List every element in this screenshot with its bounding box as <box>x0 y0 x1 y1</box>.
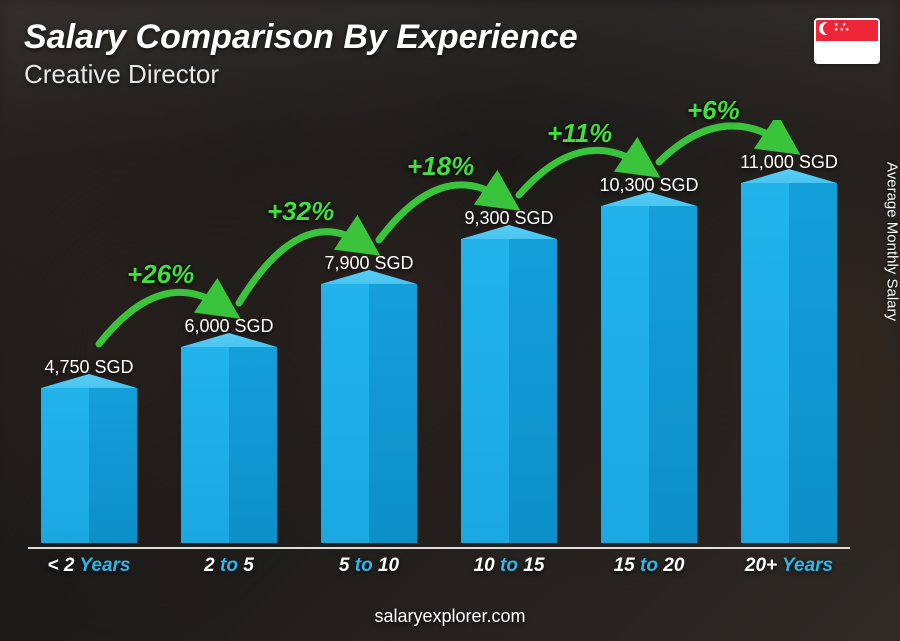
category-label: 20+ Years <box>728 555 850 577</box>
bar-left-face <box>461 239 509 543</box>
bar <box>41 388 137 543</box>
bar-right-face <box>649 206 697 543</box>
bar <box>181 347 277 543</box>
bar-body <box>741 183 837 543</box>
y-axis-label: Average Monthly Salary <box>884 162 900 321</box>
flag-top-stripe: ★ ★★★★ <box>816 20 878 41</box>
bar-left-face <box>41 388 89 543</box>
bar-left-face <box>601 206 649 543</box>
bar <box>741 183 837 543</box>
bar-slot: 7,900 SGD <box>308 253 430 543</box>
footer-source: salaryexplorer.com <box>0 606 900 627</box>
bar-right-face <box>89 388 137 543</box>
category-label: < 2 Years <box>28 555 150 577</box>
category-label: 2 to 5 <box>168 555 290 577</box>
bar-right-face <box>229 347 277 543</box>
bar-right-face <box>369 284 417 543</box>
category-label: 10 to 15 <box>448 555 570 577</box>
bar-left-face <box>321 284 369 543</box>
flag-stars-icon: ★ ★★★★ <box>834 23 850 33</box>
flag-bottom-stripe <box>816 41 878 62</box>
pct-change-label: +26% <box>127 259 194 290</box>
salary-bar-chart: 4,750 SGD6,000 SGD7,900 SGD9,300 SGD10,3… <box>28 120 850 577</box>
bar-body <box>181 347 277 543</box>
pct-change-label: +18% <box>407 151 474 182</box>
pct-change-label: +11% <box>547 118 612 149</box>
page-subtitle: Creative Director <box>24 59 876 90</box>
bar-body <box>601 206 697 543</box>
bar-slot: 9,300 SGD <box>448 208 570 543</box>
bar <box>461 239 557 543</box>
bar <box>601 206 697 543</box>
header: Salary Comparison By Experience Creative… <box>24 18 876 90</box>
category-label: 15 to 20 <box>588 555 710 577</box>
bar-right-face <box>509 239 557 543</box>
bar-body <box>321 284 417 543</box>
page-title: Salary Comparison By Experience <box>24 18 876 57</box>
bar-left-face <box>181 347 229 543</box>
bar <box>321 284 417 543</box>
bar-slot: 4,750 SGD <box>28 357 150 543</box>
pct-change-label: +6% <box>687 95 740 126</box>
bar-slot: 11,000 SGD <box>728 152 850 543</box>
bar-slot: 10,300 SGD <box>588 175 710 543</box>
bar-body <box>461 239 557 543</box>
bar-body <box>41 388 137 543</box>
category-label: 5 to 10 <box>308 555 430 577</box>
categories-container: < 2 Years 2 to 5 5 to 10 10 to 15 15 to 20 20… <box>28 547 850 577</box>
bar-right-face <box>789 183 837 543</box>
pct-change-label: +32% <box>267 196 334 227</box>
singapore-flag-icon: ★ ★★★★ <box>816 20 878 62</box>
bars-container: 4,750 SGD6,000 SGD7,900 SGD9,300 SGD10,3… <box>28 120 850 543</box>
bar-left-face <box>741 183 789 543</box>
bar-slot: 6,000 SGD <box>168 316 290 543</box>
